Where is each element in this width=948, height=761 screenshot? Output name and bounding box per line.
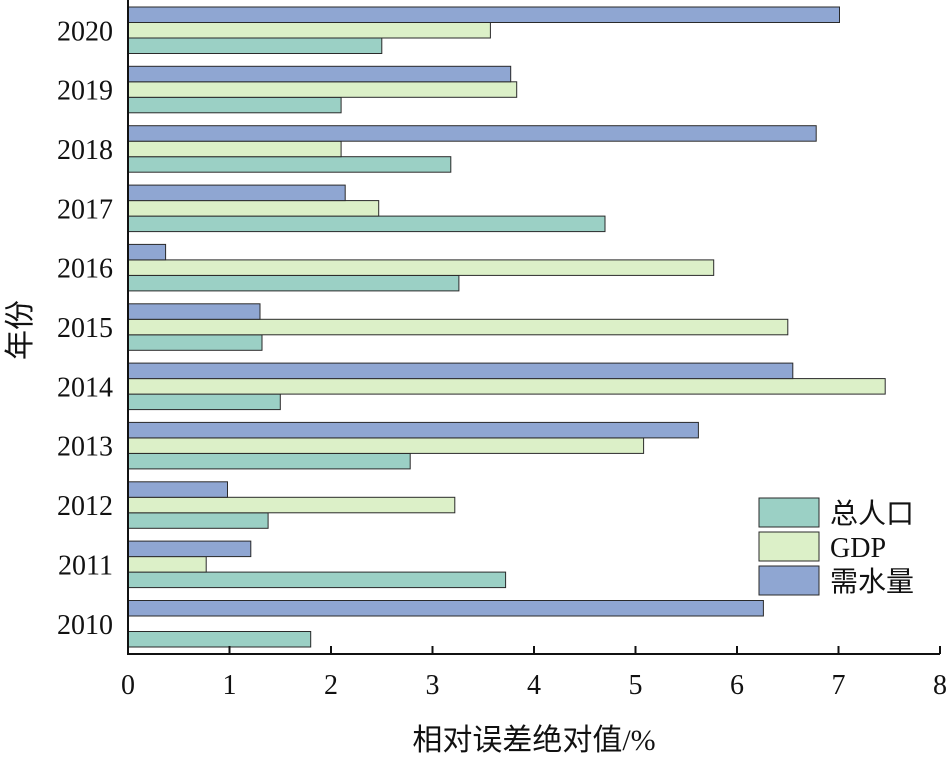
y-tick-label-2010: 2010 (57, 610, 113, 641)
y-axis-title: 年份 (4, 300, 37, 360)
x-tick-label-3: 3 (426, 670, 440, 701)
bar-2011-series-1 (127, 556, 207, 573)
bar-2013-series-1 (127, 437, 645, 454)
bar-2011-series-2 (127, 540, 252, 558)
y-tick-label-2020: 2020 (57, 16, 113, 47)
bar-2010-series-0 (127, 631, 312, 648)
x-tick-label-2: 2 (324, 670, 338, 701)
y-tick-label-2013: 2013 (57, 432, 113, 463)
x-axis-title: 相对误差绝对值/% (412, 724, 655, 757)
x-tick-label-4: 4 (527, 670, 541, 701)
bar-2017-series-0 (127, 215, 606, 233)
bar-2015-series-1 (127, 318, 789, 336)
bar-2016-series-0 (127, 274, 460, 292)
bars-group (127, 6, 886, 648)
bar-2013-series-2 (127, 421, 699, 439)
bar-2014-series-1 (127, 378, 886, 395)
legend-label-0: 总人口 (830, 498, 914, 530)
y-tick-label-2015: 2015 (57, 313, 113, 344)
legend: 总人口 GDP 需水量 (758, 497, 914, 598)
x-tick-label-8: 8 (933, 670, 947, 701)
y-tick-label-2016: 2016 (57, 254, 113, 285)
bar-2020-series-2 (127, 6, 840, 23)
y-tick-label-2012: 2012 (57, 491, 113, 522)
bar-2017-series-2 (127, 184, 346, 202)
bar-2018-series-1 (127, 140, 342, 158)
bar-2019-series-0 (127, 96, 342, 114)
y-tick-label-2018: 2018 (57, 135, 113, 166)
x-tick-label-1: 1 (223, 670, 237, 701)
bar-2010-series-2 (127, 600, 764, 617)
bar-2015-series-2 (127, 303, 261, 320)
bar-2018-series-0 (127, 156, 452, 173)
bar-2019-series-1 (127, 81, 518, 98)
bar-2012-series-2 (127, 481, 228, 498)
bar-2016-series-1 (127, 259, 715, 276)
bar-2014-series-2 (127, 362, 794, 380)
bar-2019-series-2 (127, 65, 512, 83)
bar-2012-series-1 (127, 496, 456, 514)
x-tick-label-0: 0 (121, 670, 135, 701)
x-tick-label-7: 7 (832, 670, 846, 701)
y-tick-label-2014: 2014 (57, 372, 113, 403)
legend-label-1: GDP (830, 533, 886, 564)
bar-2018-series-2 (127, 125, 817, 142)
bar-2020-series-1 (127, 22, 491, 39)
bar-2016-series-2 (127, 243, 167, 261)
x-ticks-group: 0 1 2 3 4 5 6 7 8 (121, 646, 947, 701)
y-tick-label-2019: 2019 (57, 76, 113, 107)
bar-2015-series-0 (127, 334, 263, 351)
legend-swatch-0 (758, 497, 820, 528)
x-tick-label-5: 5 (629, 670, 643, 701)
x-tick-label-6: 6 (730, 670, 744, 701)
bar-2020-series-0 (127, 37, 383, 54)
legend-swatch-1 (758, 531, 820, 562)
bar-2012-series-0 (127, 512, 269, 529)
bar-2014-series-0 (127, 393, 281, 411)
bar-2017-series-1 (127, 200, 380, 217)
y-tick-label-2017: 2017 (57, 194, 113, 225)
legend-swatch-2 (758, 565, 820, 596)
bar-2011-series-0 (127, 571, 507, 589)
y-ticks-group: 2010 2011 2012 2013 2014 2015 2016 2017 2018 2019… (57, 16, 113, 641)
bar-2013-series-0 (127, 452, 411, 470)
y-tick-label-2011: 2011 (58, 550, 113, 581)
legend-label-2: 需水量 (830, 566, 914, 598)
